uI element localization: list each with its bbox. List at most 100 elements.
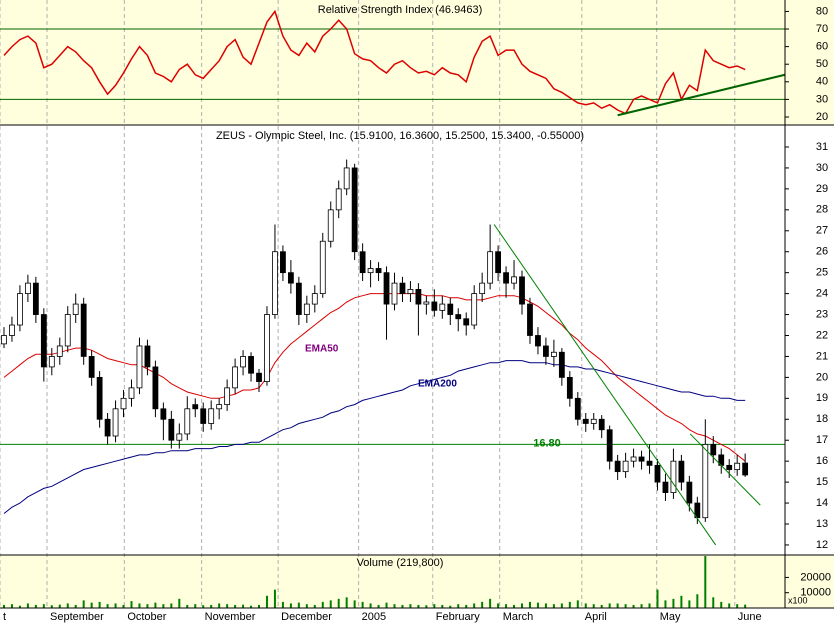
y-tick-label: 30 <box>816 162 828 174</box>
y-tick-label: 15 <box>816 476 828 488</box>
candle-body <box>455 314 462 320</box>
candle-body <box>527 303 533 336</box>
volume-bar <box>10 604 13 608</box>
y-tick-label: 28 <box>816 204 828 216</box>
candle-body <box>503 272 509 284</box>
candle-body <box>216 404 223 410</box>
volume-bar <box>186 604 189 608</box>
volume-bar <box>98 601 101 608</box>
x-tick-label: April <box>585 611 607 623</box>
volume-bar <box>58 604 61 608</box>
x-tick-label: t <box>3 611 6 623</box>
candle-body <box>287 272 294 284</box>
volume-bar <box>433 604 436 608</box>
volume-bar <box>226 604 229 608</box>
candle-body <box>686 481 693 504</box>
volume-bar <box>584 603 587 608</box>
volume-bar <box>465 604 468 608</box>
volume-bar <box>273 589 276 608</box>
volume-bar <box>672 598 675 608</box>
y-tick-label: 50 <box>816 58 828 70</box>
candle-body <box>256 372 262 382</box>
x-tick-label: October <box>127 611 166 623</box>
volume-bar <box>329 600 332 608</box>
volume-bar <box>130 601 133 608</box>
volume-bar <box>385 602 388 608</box>
volume-bar <box>728 603 731 608</box>
volume-bar <box>90 602 93 608</box>
candle-body <box>232 366 239 389</box>
candle-body <box>248 356 254 374</box>
candle-body <box>176 433 183 441</box>
candle-body <box>200 408 207 424</box>
candle-body <box>17 293 23 326</box>
candle-body <box>80 303 87 357</box>
y-tick-label: 14 <box>816 497 828 509</box>
volume-bar <box>82 600 85 608</box>
volume-bar <box>218 603 221 608</box>
volume-bar <box>457 604 460 608</box>
volume-bar <box>552 604 555 608</box>
volume-bar <box>353 600 356 608</box>
y-tick-label: 29 <box>816 183 828 195</box>
candle-body <box>407 289 414 295</box>
candle-body <box>638 456 645 462</box>
y-tick-label: 80 <box>816 5 828 17</box>
y-tick-label: 22 <box>816 329 828 341</box>
y-tick-label: 31 <box>816 141 828 153</box>
candle-body <box>439 303 446 311</box>
volume-bar <box>576 600 579 608</box>
volume-bar <box>26 603 29 608</box>
volume-bar <box>281 601 284 608</box>
candle-body <box>662 481 669 493</box>
volume-bar <box>417 604 420 608</box>
candle-body <box>240 356 246 368</box>
y-tick-label: 10000 <box>800 587 831 599</box>
candle-body <box>391 282 398 305</box>
candle-body <box>160 408 167 420</box>
candle-body <box>574 397 581 420</box>
volume-bar <box>258 604 261 608</box>
volume-bar <box>74 604 77 608</box>
x-tick-label: November <box>205 611 256 623</box>
candle-body <box>120 397 127 410</box>
candle-body <box>367 268 374 274</box>
volume-bar <box>401 604 404 608</box>
volume-bar <box>154 602 157 608</box>
candle-body <box>311 293 318 305</box>
volume-bar <box>425 605 428 608</box>
candle-body <box>590 418 597 424</box>
candle-body <box>598 418 605 431</box>
volume-bar <box>664 600 667 608</box>
volume-bar <box>2 604 5 608</box>
volume-bar <box>656 589 659 608</box>
volume-bar <box>560 603 563 608</box>
panel-background <box>0 125 834 555</box>
volume-bar <box>337 598 340 608</box>
candle-body <box>128 387 135 399</box>
volume-bar <box>345 597 348 608</box>
candle-body <box>9 324 15 336</box>
trendline <box>689 433 761 506</box>
candle-body <box>710 444 717 456</box>
candle-body <box>1 335 7 345</box>
volume-bar <box>624 604 627 608</box>
volume-bar <box>536 602 539 608</box>
volume-bar <box>313 604 316 608</box>
volume-bar <box>704 556 707 608</box>
line-label: EMA200 <box>418 379 457 390</box>
x-tick-label: December <box>281 611 332 623</box>
volume-bar <box>441 604 444 608</box>
volume-unit: x100 <box>788 595 808 605</box>
volume-bar <box>305 604 308 608</box>
panel-background <box>0 555 834 608</box>
candle-body <box>558 351 565 378</box>
candle-body <box>136 345 143 389</box>
candle-body <box>423 301 430 305</box>
candle-body <box>32 282 39 315</box>
volume-bar <box>162 604 165 608</box>
volume-bar <box>66 603 69 608</box>
panel-background <box>0 0 834 125</box>
candle-body <box>112 408 119 437</box>
